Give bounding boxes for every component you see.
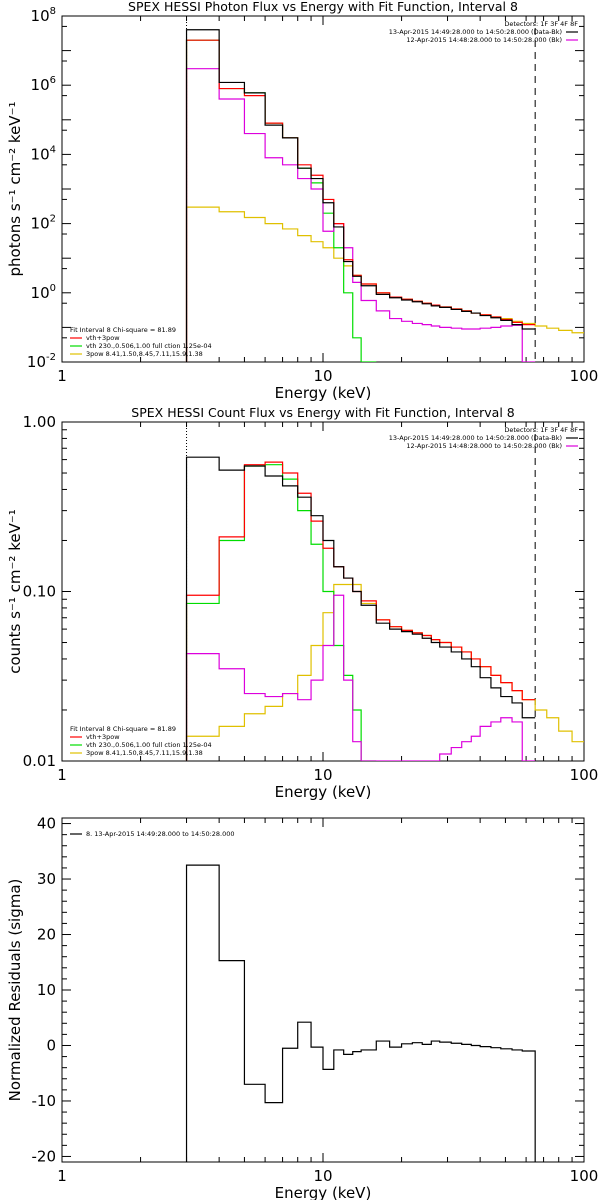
legend-item-label: 12-Apr-2015 14:48:28.000 to 14:50:28.000…	[406, 36, 562, 44]
plot-frame	[61, 817, 585, 1163]
detectors-label: Detectors: 1F 3F 4F 8F	[504, 20, 578, 28]
series-thermal	[185, 464, 377, 761]
y-tick-label: 100	[31, 283, 56, 302]
y-tick-label: 0.01	[23, 752, 56, 770]
x-tick-label: 10	[313, 367, 332, 385]
series-background	[185, 68, 536, 362]
fit-title: Fit Interval 8 Chi-square = 81.89	[70, 326, 176, 334]
x-tick-label: 100	[570, 1167, 599, 1185]
x-tick-label: 10	[313, 766, 332, 784]
fit-legend-label: vth+3pow	[86, 334, 120, 342]
y-tick-base: 10	[31, 76, 50, 94]
x-tick-label: 1	[57, 1167, 67, 1185]
detectors-label: Detectors: 1F 3F 4F 8F	[504, 426, 578, 434]
y-axis-label: Normalized Residuals (sigma)	[6, 879, 24, 1102]
chart-title: SPEX HESSI Photon Flux vs Energy with Fi…	[128, 0, 518, 14]
fit-title: Fit Interval 8 Chi-square = 81.89	[70, 725, 176, 733]
legend-item-label: 8. 13-Apr-2015 14:49:28.000 to 14:50:28.…	[86, 830, 235, 838]
series-powerlaw	[185, 583, 584, 761]
series-thermal	[185, 39, 377, 362]
y-tick-label: 20	[37, 926, 56, 944]
series-data	[185, 864, 536, 1162]
x-axis-label: Energy (keV)	[275, 384, 372, 402]
y-tick-label: 10	[37, 981, 56, 999]
legend-item-label: 13-Apr-2015 14:49:28.000 to 14:50:28.000…	[389, 28, 562, 36]
fit-legend-label: vth+3pow	[86, 733, 120, 741]
legend-item-label: 12-Apr-2015 14:48:28.000 to 14:50:28.000…	[406, 442, 562, 450]
y-tick-base: 10	[27, 353, 46, 371]
y-tick-exponent: 8	[50, 6, 56, 17]
y-tick-label: -10	[32, 1092, 57, 1110]
y-tick-label: 0	[46, 1036, 56, 1054]
y-tick-exponent: 6	[50, 75, 56, 86]
series-background	[185, 594, 536, 761]
y-tick-base: 10	[31, 284, 50, 302]
x-tick-label: 10	[313, 1167, 332, 1185]
x-axis-label: Energy (keV)	[275, 1184, 372, 1200]
y-axis-label: photons s⁻¹ cm⁻² keV⁻¹	[6, 102, 24, 277]
x-axis-label: Energy (keV)	[275, 783, 372, 801]
y-tick-exponent: 4	[50, 144, 56, 155]
chart-panel-2: SPEX HESSI Count Flux vs Energy with Fit…	[6, 405, 598, 801]
x-tick-label: 1	[57, 367, 67, 385]
fit-legend-label: vth 230.,0.506,1.00 full ction 1.25e-04	[86, 741, 212, 749]
y-axis-label: counts s⁻¹ cm⁻² keV⁻¹	[6, 509, 24, 674]
y-tick-label: 10-2	[27, 352, 56, 371]
y-tick-label: 102	[31, 214, 56, 233]
series-powerlaw	[185, 206, 584, 362]
x-tick-label: 1	[57, 766, 67, 784]
y-tick-label: 106	[31, 75, 56, 94]
x-tick-label: 100	[570, 766, 599, 784]
y-tick-exponent: 0	[50, 283, 56, 294]
y-tick-label: 104	[31, 144, 56, 163]
y-tick-label: -20	[32, 1147, 57, 1165]
y-tick-base: 10	[31, 7, 50, 25]
y-tick-label: 30	[37, 870, 56, 888]
series-data	[185, 29, 536, 362]
y-tick-base: 10	[31, 145, 50, 163]
chart-title: SPEX HESSI Count Flux vs Energy with Fit…	[131, 405, 514, 420]
y-tick-label: 108	[31, 6, 56, 25]
fit-legend-label: vth 230.,0.506,1.00 full ction 1.25e-04	[86, 342, 212, 350]
fit-legend-label: 3pow 8.41,1.50,8.45,7.11,15.9,1.38	[86, 350, 203, 358]
series-total	[185, 39, 536, 362]
chart-panel-1: SPEX HESSI Photon Flux vs Energy with Fi…	[6, 0, 598, 402]
legend-item-label: 13-Apr-2015 14:49:28.000 to 14:50:28.000…	[389, 434, 562, 442]
y-tick-base: 10	[31, 215, 50, 233]
y-tick-exponent: -2	[46, 352, 56, 363]
y-tick-label: 0.10	[23, 583, 56, 601]
series-data	[185, 456, 536, 761]
y-tick-exponent: 2	[50, 214, 56, 225]
y-tick-label: 1.00	[23, 413, 56, 431]
x-tick-label: 100	[570, 367, 599, 385]
fit-legend-label: 3pow 8.41,1.50,8.45,7.11,15.9,1.38	[86, 749, 203, 757]
y-tick-label: 40	[37, 815, 56, 833]
